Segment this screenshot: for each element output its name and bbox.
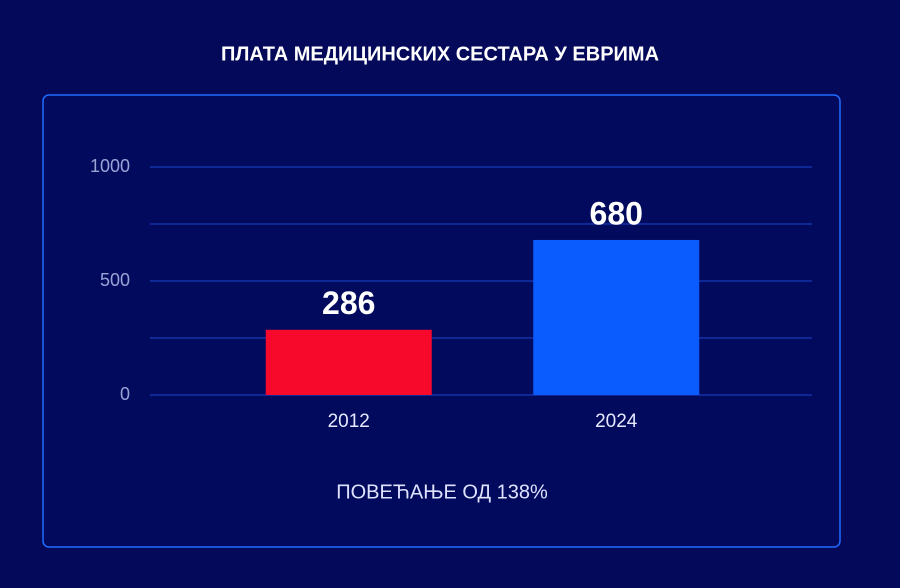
bar — [533, 239, 700, 395]
x-tick-label: 2012 — [328, 411, 370, 432]
chart-title: ПЛАТА МЕДИЦИНСКИХ СЕСТАРА У ЕВРИМА — [221, 43, 659, 65]
value-label: 680 — [590, 195, 643, 231]
value-label: 286 — [322, 285, 375, 321]
x-tick-label: 2024 — [595, 411, 638, 432]
y-tick-label: 500 — [100, 270, 130, 290]
annotation: ПОВЕЋАЊЕ ОД 138% — [336, 481, 548, 503]
y-tick-label: 1000 — [90, 156, 130, 176]
y-tick-label: 0 — [120, 384, 130, 404]
panel — [42, 94, 841, 548]
bar — [265, 329, 432, 395]
